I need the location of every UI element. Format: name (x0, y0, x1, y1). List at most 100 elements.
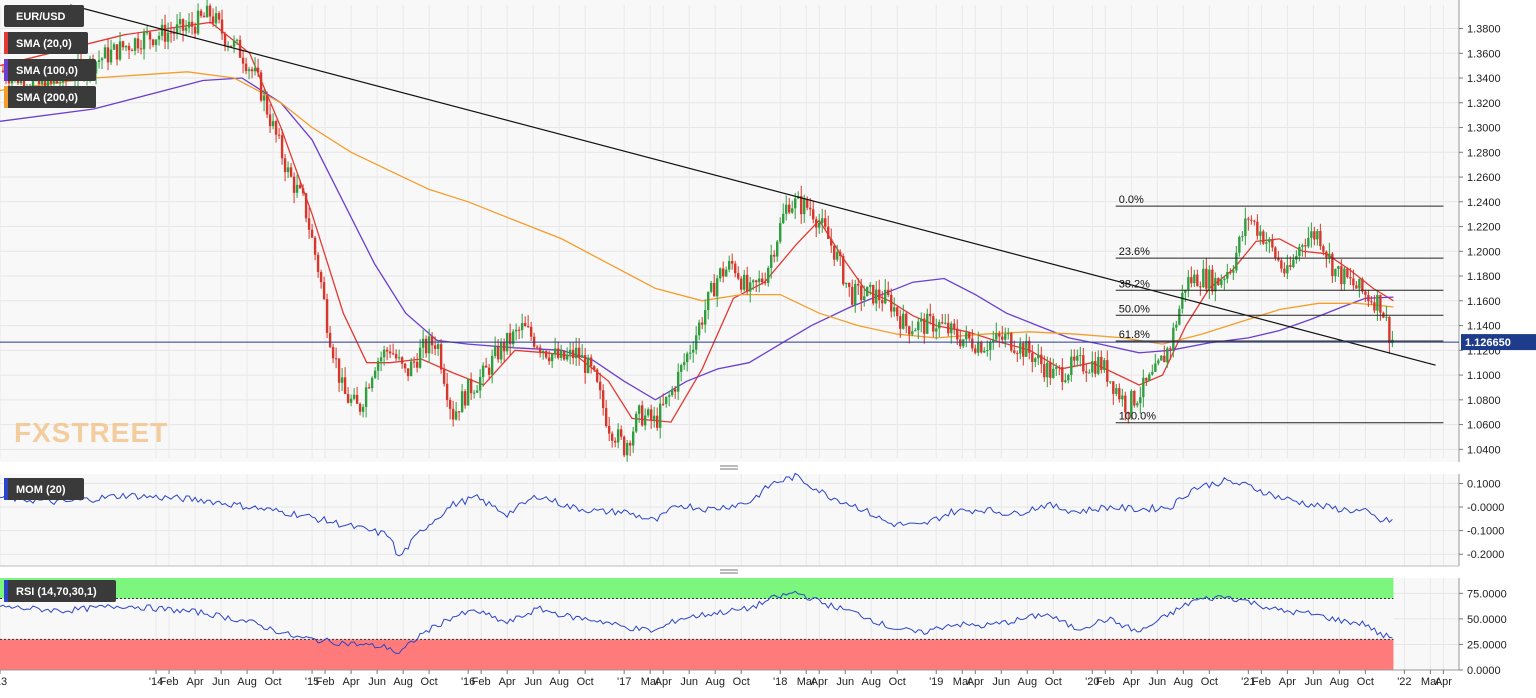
candle-body (259, 72, 263, 101)
candle-body (136, 38, 140, 49)
candle-body (100, 58, 104, 61)
candle-body (40, 80, 44, 84)
candle-body (238, 39, 242, 58)
candle-body (175, 24, 179, 34)
candle-body (295, 184, 299, 193)
candle-body (755, 280, 758, 283)
descending-trendline (70, 4, 1436, 366)
candle-body (367, 387, 371, 389)
time-tick-label: Jun (524, 676, 542, 688)
candle-body (734, 263, 737, 274)
candle-body (1247, 218, 1250, 220)
candle-body (448, 400, 452, 409)
candle-body (271, 121, 275, 127)
candle-body (394, 353, 398, 359)
candle-body (550, 353, 554, 362)
price-tick-label: 1.1600 (1467, 296, 1501, 308)
rsi-badge[interactable]: RSI (14,70,30,1) (4, 580, 116, 602)
candle-body (875, 289, 878, 304)
sma100-label: SMA (100,0) (16, 65, 78, 77)
candle-body (1049, 362, 1052, 378)
candle-body (1121, 395, 1124, 400)
candle-body (301, 188, 305, 194)
current-price-marker: 1.126650 (0, 334, 1536, 351)
sma100-color-swatch (4, 59, 8, 81)
time-tick-label: Oct (421, 676, 438, 688)
rsi-tick-label: 25.0000 (1467, 639, 1507, 651)
symbol-badge[interactable]: EUR/USD (4, 5, 84, 27)
time-tick-label: '16 (461, 676, 475, 688)
candle-body (896, 307, 899, 317)
sma200-line (0, 71, 1394, 345)
candle-body (893, 307, 896, 312)
candle-body (890, 294, 893, 312)
candle-body (1352, 278, 1355, 286)
sma200-color-swatch (4, 86, 8, 108)
candle-body (1337, 266, 1340, 269)
candle-body (1370, 301, 1373, 303)
candle-body (977, 342, 980, 353)
candle-body (568, 349, 572, 355)
candle-body (1181, 292, 1184, 309)
time-tick-label: Feb (316, 676, 335, 688)
candle-body (406, 368, 410, 377)
candle-body (1169, 348, 1172, 350)
candle-body (535, 346, 539, 348)
candle-body (1373, 302, 1376, 311)
time-tick-label: Aug (1017, 676, 1037, 688)
rsi-line (0, 590, 1393, 654)
candle-body (703, 310, 707, 325)
candle-body (715, 278, 719, 297)
candle-body (463, 391, 467, 406)
candle-body (478, 377, 482, 391)
panel-resize-handle-1[interactable] (720, 465, 738, 470)
candle-body (289, 167, 293, 177)
fib-level-label: 61.8% (1119, 329, 1150, 341)
candle-body (1034, 358, 1037, 362)
price-tick-label: 1.2000 (1467, 246, 1501, 258)
sma200-badge[interactable]: SMA (200,0) (4, 86, 96, 108)
time-tick-label: Apr (186, 676, 203, 688)
sma100-badge[interactable]: SMA (100,0) (4, 59, 96, 81)
candle-body (827, 226, 830, 239)
candle-body (184, 27, 188, 31)
candle-body (1088, 372, 1091, 374)
candle-body (1001, 336, 1004, 340)
mom-badge[interactable]: MOM (20) (4, 478, 84, 500)
candle-body (331, 347, 335, 359)
sma20-badge[interactable]: SMA (20,0) (4, 32, 88, 54)
price-tick-label: 1.2800 (1467, 147, 1501, 159)
candle-body (998, 333, 1001, 337)
candle-body (379, 357, 383, 362)
fibonacci-levels: 0.0% 23.6% 38.2% 50.0% 61.8% 100.0% (1115, 194, 1444, 424)
time-tick-label: Aug (861, 676, 881, 688)
candle-body (1364, 291, 1367, 295)
time-tick-label: Aug (1330, 676, 1350, 688)
candle-body (1310, 231, 1313, 238)
candle-body (682, 362, 686, 366)
panel-resize-handle-2[interactable] (720, 569, 738, 574)
candle-body (776, 241, 779, 257)
candle-body (1355, 285, 1358, 289)
candle-body (337, 358, 341, 383)
candle-body (655, 415, 659, 428)
candle-body (658, 403, 662, 428)
rsi-y-axis: 75.0000 50.0000 25.0000 0.0000 (1458, 578, 1507, 677)
candle-body (770, 254, 773, 268)
candle-body (1046, 362, 1049, 378)
candle-body (857, 283, 860, 286)
candle-body (1358, 278, 1361, 289)
candle-body (1208, 269, 1211, 289)
rsi-line-layer (0, 590, 1393, 654)
candle-body (613, 440, 617, 443)
price-tick-label: 1.2400 (1467, 197, 1501, 209)
candlesticks (1, 0, 1394, 462)
time-tick-label: Feb (160, 676, 179, 688)
candle-body (1238, 236, 1241, 253)
candle-body (652, 415, 656, 420)
candle-body (794, 198, 797, 209)
candle-body (334, 358, 338, 360)
candle-body (280, 135, 284, 159)
candle-body (1241, 236, 1244, 238)
